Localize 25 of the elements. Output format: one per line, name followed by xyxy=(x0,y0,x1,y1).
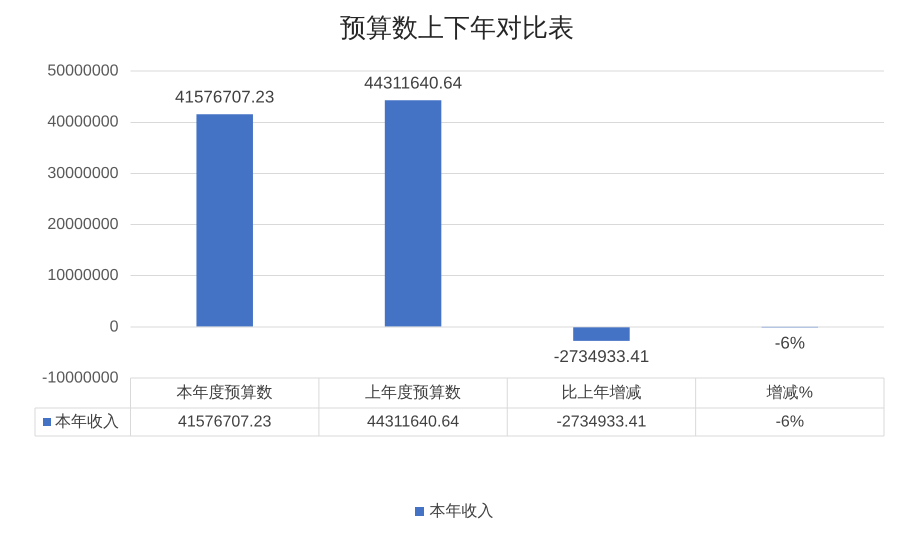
text: 44311640.64 xyxy=(364,73,462,92)
legend-label: 本年收入 xyxy=(55,412,119,430)
text: -2734933.41 xyxy=(554,347,650,366)
x-tick-label: 本年度预算数 xyxy=(176,383,273,402)
data-label: 44311640.64 xyxy=(366,413,460,430)
bar xyxy=(384,100,442,326)
bar xyxy=(573,327,630,341)
text: 41576707.23 xyxy=(175,87,274,106)
data-label: 41576707.23 xyxy=(178,413,272,430)
chart-title: 预算数上下年对比表 xyxy=(340,13,574,44)
x-tick-label: 比上年增减 xyxy=(561,383,642,402)
text: -6% xyxy=(774,334,805,353)
data-label: -6% xyxy=(776,413,804,430)
y-tick-label: 0 xyxy=(110,318,119,336)
text: 本年收入 xyxy=(430,503,494,520)
y-tick-label: 50000000 xyxy=(47,62,119,80)
y-tick-label: -10000000 xyxy=(42,369,119,386)
data-label: -2734933.41 xyxy=(556,413,646,430)
x-tick-label: 上年度预算数 xyxy=(365,383,462,402)
y-tick-label: 40000000 xyxy=(47,114,119,131)
y-tick-label: 10000000 xyxy=(47,267,119,284)
y-tick-label: 30000000 xyxy=(47,164,119,182)
y-tick-label: 20000000 xyxy=(47,216,119,234)
bar xyxy=(196,114,253,326)
x-tick-label: 增减% xyxy=(766,383,813,402)
